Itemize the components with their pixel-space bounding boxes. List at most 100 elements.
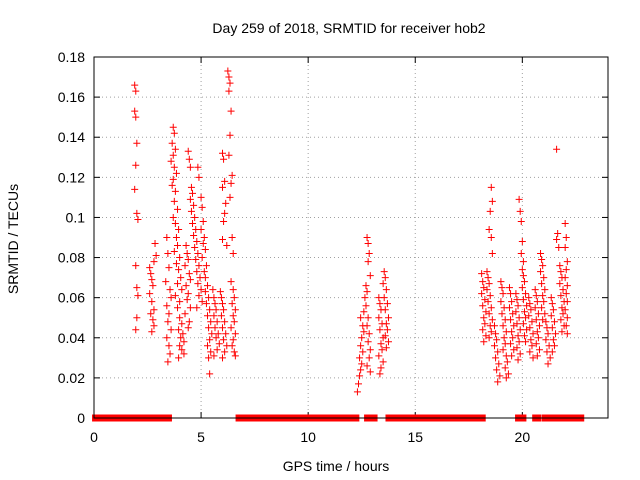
data-point <box>557 268 565 276</box>
y-axis-label: SRMTID / TECUs <box>5 184 21 294</box>
data-point <box>384 314 392 322</box>
data-point <box>488 250 496 258</box>
data-point <box>557 292 565 300</box>
y-tick-label: 0.16 <box>58 89 85 105</box>
data-point <box>563 314 571 322</box>
data-point <box>513 344 521 352</box>
data-point <box>563 258 571 266</box>
data-point <box>230 294 238 302</box>
data-point <box>228 234 236 241</box>
data-point <box>382 286 390 294</box>
data-point <box>562 234 570 241</box>
data-point <box>220 155 228 163</box>
data-point <box>527 306 535 314</box>
data-point <box>201 274 209 282</box>
data-point <box>214 330 222 338</box>
data-point <box>552 330 560 338</box>
data-point <box>563 330 571 338</box>
data-point <box>507 316 515 324</box>
data-point <box>221 177 229 185</box>
data-point <box>384 338 392 346</box>
data-point <box>381 306 389 314</box>
data-point <box>539 262 547 270</box>
x-tick-label: 20 <box>515 429 531 445</box>
data-point <box>539 292 547 300</box>
data-point <box>185 318 193 326</box>
data-point <box>210 294 218 302</box>
data-point <box>559 310 567 318</box>
data-point <box>485 225 493 233</box>
data-point <box>172 169 180 177</box>
data-point <box>366 272 374 280</box>
data-point <box>219 354 226 362</box>
data-point <box>528 342 536 350</box>
data-point <box>219 183 226 191</box>
data-point <box>162 278 170 286</box>
data-point <box>540 274 548 282</box>
data-point <box>226 131 234 139</box>
data-point <box>378 346 386 354</box>
data-point <box>562 322 570 330</box>
data-point <box>527 336 535 344</box>
data-point <box>213 318 221 326</box>
data-point <box>165 264 173 272</box>
data-point <box>547 312 555 320</box>
data-point <box>169 213 177 221</box>
data-point <box>175 266 183 274</box>
data-point <box>225 151 233 159</box>
data-point <box>505 284 513 292</box>
data-point <box>222 330 230 338</box>
data-point <box>533 352 541 360</box>
data-point <box>561 244 569 252</box>
data-point <box>229 312 237 320</box>
data-point <box>183 250 191 258</box>
data-point <box>364 240 372 248</box>
data-point <box>358 360 366 368</box>
data-point <box>229 336 237 344</box>
data-point <box>184 290 192 298</box>
data-point <box>150 306 158 314</box>
data-point <box>561 219 569 227</box>
data-point <box>519 296 527 304</box>
data-point <box>361 294 369 302</box>
data-point <box>363 234 371 241</box>
data-point <box>192 256 200 264</box>
data-point <box>485 334 493 342</box>
data-point <box>217 294 225 302</box>
data-point <box>555 244 563 252</box>
data-point <box>533 328 541 336</box>
data-point <box>375 352 383 360</box>
data-point <box>518 238 526 246</box>
data-point <box>131 107 139 115</box>
data-point <box>220 306 228 314</box>
grid-layer <box>94 57 608 418</box>
data-point <box>226 79 234 87</box>
data-point <box>508 352 516 360</box>
data-point <box>201 246 209 254</box>
data-point <box>172 260 180 268</box>
data-point <box>499 322 507 330</box>
data-point <box>133 284 141 292</box>
data-point <box>364 338 372 346</box>
data-point <box>364 314 372 322</box>
data-point <box>357 366 365 374</box>
data-point <box>548 348 556 356</box>
data-point <box>509 334 517 342</box>
data-point <box>178 286 186 294</box>
data-point <box>538 304 546 312</box>
data-point <box>487 328 495 336</box>
y-tick-label: 0.12 <box>58 169 85 185</box>
data-point <box>181 262 189 270</box>
data-point <box>184 324 192 332</box>
data-point <box>508 298 516 306</box>
data-point <box>495 360 503 368</box>
data-point <box>380 268 388 276</box>
data-point <box>498 284 506 292</box>
data-point <box>376 300 384 308</box>
data-point <box>230 348 238 356</box>
data-point <box>229 250 237 258</box>
data-point <box>151 240 159 248</box>
data-point <box>222 199 230 207</box>
data-point <box>198 298 206 306</box>
